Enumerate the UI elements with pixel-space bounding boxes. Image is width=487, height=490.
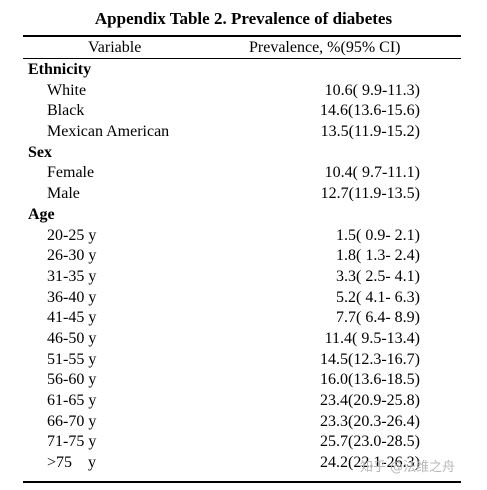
- top-rule: [23, 35, 461, 37]
- header-variable: Variable: [88, 39, 142, 56]
- row-label: 46-50 y: [47, 329, 97, 347]
- row-label: 66-70 y: [47, 412, 97, 430]
- row-label: 36-40 y: [47, 288, 97, 306]
- table-row: 51-55 y 14.5(12.3-16.7): [0, 350, 487, 371]
- row-value: 25.7(23.0-28.5): [320, 433, 420, 451]
- watermark: 知乎 @法维之舟: [360, 460, 456, 475]
- row-label: White: [47, 81, 87, 99]
- section-row: Sex: [0, 143, 487, 164]
- row-value: 23.4(20.9-25.8): [320, 392, 420, 409]
- row-value: 12.7(11.9-13.5): [320, 185, 420, 203]
- table-row: >75 y 24.2(22.1-26.3): [0, 453, 487, 474]
- row-value: 10.6( 9.9-11.3): [324, 81, 420, 99]
- table-row: White 10.6( 9.9-11.3): [0, 81, 487, 102]
- row-value: 14.5(12.3-16.7): [320, 350, 420, 368]
- section-label: Ethnicity: [28, 61, 92, 78]
- row-label: Mexican American: [47, 123, 170, 141]
- row-label: >75 y: [47, 454, 97, 472]
- table-row: 31-35 y 3.3( 2.5- 4.1): [0, 267, 487, 288]
- row-label: 51-55 y: [47, 350, 97, 368]
- row-value: 7.7( 6.4- 8.9): [336, 309, 420, 327]
- table-row: 36-40 y 5.2( 4.1- 6.3): [0, 288, 487, 309]
- section-label: Sex: [28, 143, 52, 161]
- table-row: Female 10.4( 9.7-11.1): [0, 163, 487, 184]
- table-row: 71-75 y 25.7(23.0-28.5): [0, 432, 487, 453]
- row-label: 26-30 y: [47, 247, 97, 265]
- table-row: Black 14.6(13.6-15.6): [0, 101, 487, 122]
- table-row: Male 12.7(11.9-13.5): [0, 184, 487, 205]
- row-value: 1.8( 1.3- 2.4): [336, 247, 420, 265]
- row-value: 3.3( 2.5- 4.1): [336, 267, 420, 285]
- row-label: Male: [47, 185, 80, 203]
- table-title: Appendix Table 2. Prevalence of diabetes: [94, 9, 393, 28]
- row-value: 14.6(13.6-15.6): [320, 102, 420, 120]
- row-label: Female: [47, 164, 95, 182]
- table-row: 56-60 y 16.0(13.6-18.5): [0, 370, 487, 391]
- bottom-rule: [23, 481, 461, 483]
- row-value: 24.2(22.1-26.3): [320, 454, 420, 472]
- section-row: Age: [0, 205, 487, 226]
- row-value: 13.5(11.9-15.2): [320, 123, 420, 141]
- row-value: 1.5( 0.9- 2.1): [336, 226, 420, 244]
- row-value: 10.4( 9.7-11.1): [324, 164, 420, 182]
- table-row: 66-70 y 23.3(20.3-26.4): [0, 412, 487, 433]
- row-value: 5.2( 4.1- 6.3): [336, 288, 420, 306]
- table-row: 20-25 y 1.5( 0.9- 2.1): [0, 226, 487, 247]
- table-row: 46-50 y 11.4( 9.5-13.4): [0, 329, 487, 350]
- row-value: 11.4( 9.5-13.4): [324, 329, 420, 347]
- row-label: 41-45 y: [47, 309, 97, 327]
- row-label: 20-25 y: [47, 226, 97, 244]
- row-label: 56-60 y: [47, 371, 97, 389]
- section-row: Ethnicity: [0, 60, 487, 81]
- row-value: 16.0(13.6-18.5): [320, 371, 420, 389]
- table-row: 41-45 y 7.7( 6.4- 8.9): [0, 308, 487, 329]
- row-label: 71-75 y: [47, 433, 97, 451]
- header-rule: [23, 58, 461, 59]
- table-body: Ethnicity White 10.6( 9.9-11.3) Black 14.6(1…: [0, 60, 487, 474]
- row-label: 61-65 y: [47, 392, 97, 409]
- section-label: Age: [28, 205, 55, 223]
- row-label: 31-35 y: [47, 267, 97, 285]
- row-value: 23.3(20.3-26.4): [320, 412, 420, 430]
- table-row: 26-30 y 1.8( 1.3- 2.4): [0, 246, 487, 267]
- row-label: Black: [47, 102, 85, 120]
- table-row: 61-65 y 23.4(20.9-25.8): [0, 391, 487, 412]
- header-prevalence: Prevalence, %(95% CI): [249, 39, 401, 56]
- table-row: Mexican American 13.5(11.9-15.2): [0, 122, 487, 143]
